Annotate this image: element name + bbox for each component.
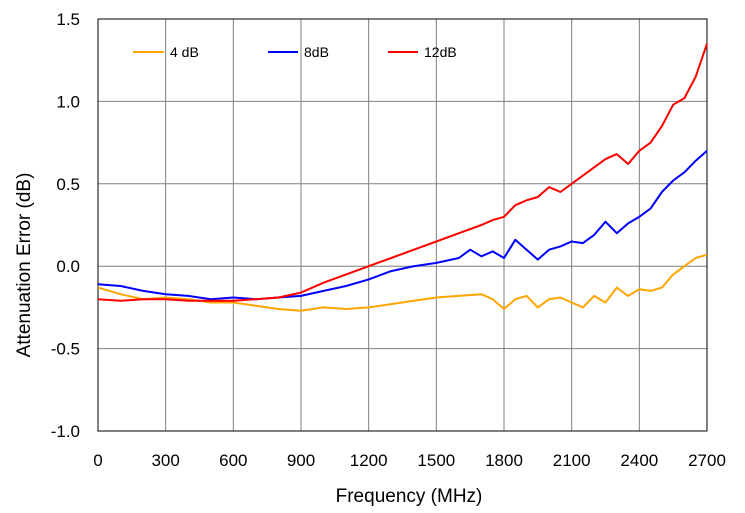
legend-label: 4 dB: [170, 44, 199, 60]
x-axis-title: Frequency (MHz): [336, 486, 483, 507]
x-tick-label: 300: [151, 451, 179, 470]
series-lines: [97, 43, 708, 312]
legend-label: 8dB: [304, 44, 329, 60]
legend-label: 12dB: [424, 44, 457, 60]
x-tick-label: 1800: [485, 451, 523, 470]
grid: [97, 18, 708, 432]
tick-labels: 0 300 600 900 1200 1500 1800 2100 2400 2700 -1.0 -0…: [51, 10, 726, 470]
y-tick-label: -0.5: [51, 340, 80, 359]
x-tick-label: 1200: [350, 451, 388, 470]
y-tick-label: 1.0: [56, 92, 80, 111]
x-tick-label: 2100: [553, 451, 591, 470]
series-line: [97, 253, 708, 312]
series-line: [97, 150, 708, 301]
y-tick-label: 0.5: [56, 175, 80, 194]
y-axis-title: Attenuation Error (dB): [14, 173, 35, 358]
y-tick-label: 1.5: [56, 10, 80, 29]
series-line: [97, 43, 708, 302]
x-tick-label: 900: [287, 451, 315, 470]
plot-frame: [97, 18, 708, 432]
y-tick-label: -1.0: [51, 422, 80, 441]
legend: 4 dB 8dB 12dB: [133, 44, 457, 60]
x-tick-label: 600: [219, 451, 247, 470]
x-tick-label: 1500: [417, 451, 455, 470]
x-tick-label: 2400: [620, 451, 658, 470]
x-tick-label: 0: [93, 451, 102, 470]
y-tick-label: 0.0: [56, 257, 80, 276]
x-tick-label: 2700: [688, 451, 726, 470]
